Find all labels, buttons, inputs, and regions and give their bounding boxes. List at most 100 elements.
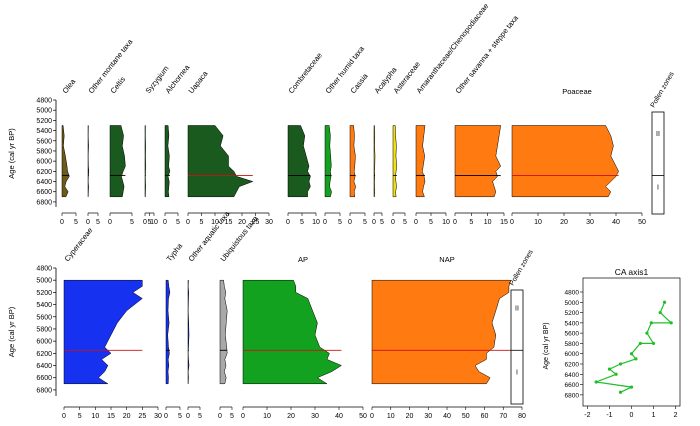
x-tick-label: 40 — [335, 413, 343, 420]
x-tick-label: 10 — [150, 219, 158, 226]
area-other-montane-taxa — [87, 125, 90, 198]
area-typha — [165, 279, 171, 385]
y-tick-label: 6600 — [36, 375, 52, 382]
ca-y-axis-title: Age (cal yr BP) — [543, 322, 550, 369]
x-tick-label: 15 — [107, 413, 115, 420]
x-tick-label: 0 — [164, 413, 168, 420]
x-tick-label: 5 — [338, 219, 342, 226]
y-tick-label: 4800 — [36, 266, 52, 273]
y-tick-label: 5600 — [36, 138, 52, 145]
y-tick-label: 5000 — [36, 108, 52, 115]
pollen-zones-label: Pollen zones — [650, 70, 676, 109]
ca-y-tick-label: 5600 — [565, 331, 580, 338]
ca-point — [607, 367, 612, 371]
area-ap — [242, 279, 342, 385]
y-tick-label: 6800 — [36, 199, 52, 206]
area-other-aquatic-taxa — [187, 279, 190, 385]
pollen-zones-box — [651, 111, 665, 215]
y-tick-label: 6400 — [36, 363, 52, 370]
x-tick-label: 0 — [218, 413, 222, 420]
ca-x-tick-label: -2 — [584, 412, 590, 419]
taxon-label: Combretaceae — [286, 51, 323, 95]
x-tick-label: 15 — [225, 219, 233, 226]
ca-point — [629, 352, 634, 356]
taxon-label: Cassia — [348, 71, 370, 95]
y-tick-label: 5200 — [36, 118, 52, 125]
lower-pollen-panel: 4800500052005400560058006000620064006600… — [7, 209, 535, 420]
x-tick-label: 0 — [143, 219, 147, 226]
y-tick-label: 5000 — [36, 278, 52, 285]
x-tick-label: 30 — [265, 219, 273, 226]
area-celtis — [109, 125, 126, 198]
area-cyperaceae — [63, 279, 143, 385]
x-tick-label: 5 — [230, 413, 234, 420]
x-tick-label: 30 — [424, 413, 432, 420]
x-tick-label: 0 — [60, 219, 64, 226]
ca-x-tick-label: 1 — [652, 412, 656, 419]
y-tick-label: 6200 — [36, 169, 52, 176]
x-tick-label: 0 — [391, 219, 395, 226]
x-tick-label: 5 — [130, 219, 134, 226]
x-tick-label: 20 — [238, 219, 246, 226]
x-tick-label: 20 — [287, 413, 295, 420]
x-tick-label: 5 — [198, 413, 202, 420]
zone-label-i: I — [516, 370, 518, 377]
ca-y-tick-label: 5000 — [565, 300, 580, 307]
zone-label-i: I — [657, 185, 659, 192]
taxon-label: AP — [298, 255, 308, 264]
taxon-label: Olea — [60, 77, 77, 96]
upper-pollen-panel: 4800500052005400560058006000620064006600… — [7, 2, 676, 226]
taxon-label: Uapaca — [186, 69, 210, 96]
series-combretaceae: 0 5 10 Combretaceae — [286, 51, 324, 226]
x-tick-label: 10 — [91, 413, 99, 420]
area-alchornea — [164, 125, 171, 198]
y-tick-label: 6800 — [36, 387, 52, 394]
y-tick-label: 6000 — [36, 339, 52, 346]
taxon-label: Celtis — [108, 75, 127, 96]
x-tick-label: 10 — [312, 219, 320, 226]
x-tick-label: 0 — [108, 219, 112, 226]
x-tick-label: 15 — [500, 219, 508, 226]
x-tick-label: 0 — [62, 413, 66, 420]
y-tick-label: 5200 — [36, 290, 52, 297]
y-tick-label: 6200 — [36, 351, 52, 358]
area-combretaceae — [287, 125, 311, 198]
area-acalypha — [373, 125, 376, 198]
ca-point — [669, 321, 673, 325]
x-tick-label: 30 — [311, 413, 319, 420]
x-tick-label: 0 — [163, 219, 167, 226]
zone-label-ii: II — [515, 306, 519, 313]
x-tick-label: 30 — [586, 219, 594, 226]
x-tick-label: 5 — [363, 219, 367, 226]
ca-point — [651, 341, 656, 346]
area-cassia — [349, 125, 356, 198]
x-tick-label: 50 — [638, 219, 646, 226]
zone-label-ii: II — [656, 131, 660, 138]
x-tick-label: 70 — [499, 413, 507, 420]
ca-point — [638, 341, 642, 346]
ca-point — [658, 310, 662, 315]
x-tick-label: 5 — [469, 219, 473, 226]
x-tick-label: 5 — [148, 219, 152, 226]
x-tick-label: 0 — [414, 219, 418, 226]
area-uapaca — [187, 125, 254, 198]
area-other-humid-taxa — [324, 125, 332, 198]
series-celtis: 0 5 Celtis — [108, 75, 134, 226]
x-tick-label: 5 — [380, 219, 384, 226]
x-tick-label: 5 — [300, 219, 304, 226]
ca-y-tick-label: 4800 — [565, 290, 580, 297]
x-tick-label: 10 — [387, 413, 395, 420]
series-typha: 0 5 Typha — [164, 241, 185, 420]
ca-point — [645, 331, 649, 335]
y-tick-label: 5400 — [36, 302, 52, 309]
taxon-label: Amaranthaceae/Chenopodiaceae — [414, 2, 490, 96]
x-tick-label: 5 — [403, 219, 407, 226]
ca-point — [594, 380, 598, 384]
x-tick-label: 5 — [96, 219, 100, 226]
taxon-label: Poaceae — [562, 87, 592, 96]
ca-x-tick-label: -1 — [606, 412, 612, 419]
ca-y-tick-label: 6400 — [565, 372, 580, 379]
x-tick-label: 40 — [612, 219, 620, 226]
